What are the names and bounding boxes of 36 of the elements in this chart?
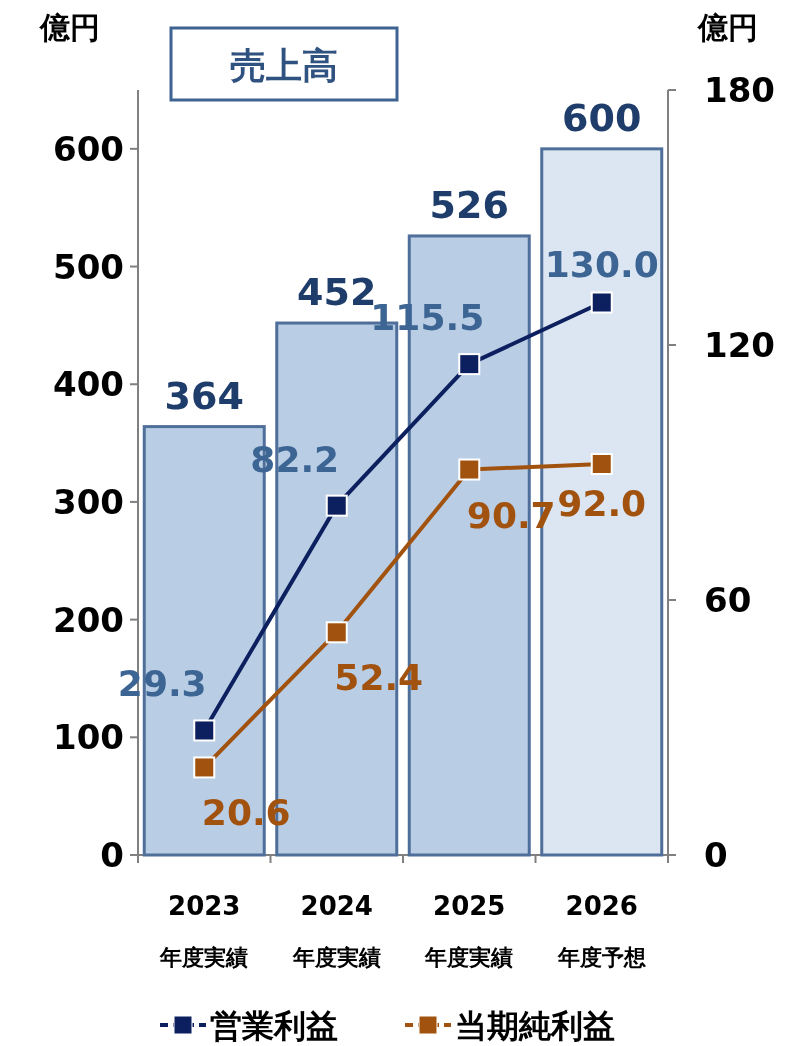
x-tick-label: 2024 年度実績 (291, 891, 381, 970)
point (590, 291, 613, 314)
x-tick-label: 2025 年度実績 (424, 891, 514, 970)
point (325, 494, 348, 517)
y2-tick-label: 120 (704, 325, 775, 365)
y2-tick-label: 0 (704, 835, 728, 875)
chart-title: 売上高 (230, 45, 338, 86)
legend-label: 当期純利益 (455, 1007, 615, 1045)
y-tick-label: 100 (53, 717, 124, 758)
point (325, 621, 348, 644)
data-label: 364 (164, 373, 244, 418)
data-label: 526 (429, 182, 509, 227)
y-tick-label: 300 (53, 481, 124, 522)
y-tick-label: 200 (53, 599, 124, 640)
data-label: 20.6 (201, 792, 291, 834)
x-tick-label: 2026 年度予想 (556, 891, 646, 970)
y-tick-label: 0 (100, 835, 124, 875)
y2-axis-title: 億円 (697, 10, 758, 45)
data-label: 90.7 (466, 494, 556, 536)
data-label: 92.0 (557, 483, 647, 524)
point (590, 453, 613, 475)
point (193, 756, 216, 779)
point (193, 719, 216, 742)
y-tick-label: 600 (53, 128, 124, 169)
legend-label: 営業利益 (210, 1007, 338, 1045)
data-label: 52.4 (334, 657, 424, 699)
y2-tick-label: 180 (704, 70, 775, 110)
y-axis-title: 億円 (39, 10, 100, 45)
point (458, 458, 481, 481)
data-label: 600 (562, 95, 642, 140)
point (458, 353, 481, 376)
y-tick-label: 400 (53, 364, 124, 405)
y2-tick-label: 60 (704, 580, 752, 620)
data-label: 130.0 (544, 243, 659, 285)
x-tick-label: 2023 年度実績 (159, 891, 249, 970)
y-tick-label: 500 (53, 246, 124, 287)
